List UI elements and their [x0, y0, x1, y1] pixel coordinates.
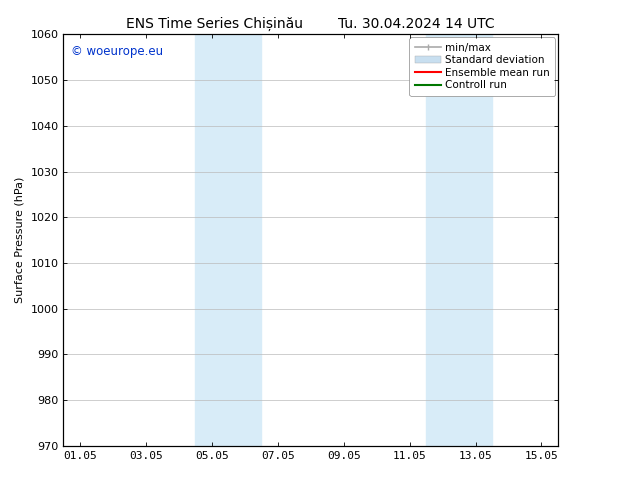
Title: ENS Time Series Chișinău        Tu. 30.04.2024 14 UTC: ENS Time Series Chișinău Tu. 30.04.2024 …: [126, 16, 495, 30]
Bar: [195, 34, 261, 446]
Legend: min/max, Standard deviation, Ensemble mean run, Controll run: min/max, Standard deviation, Ensemble me…: [410, 37, 555, 96]
Y-axis label: Surface Pressure (hPa): Surface Pressure (hPa): [15, 177, 25, 303]
Text: © woeurope.eu: © woeurope.eu: [71, 45, 163, 58]
Bar: [426, 34, 492, 446]
